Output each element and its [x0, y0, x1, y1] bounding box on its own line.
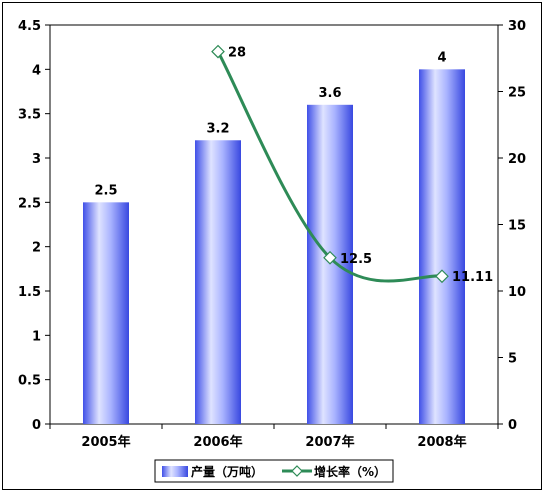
- right-tick-label: 20: [508, 152, 526, 167]
- right-tick-label: 15: [508, 219, 526, 234]
- legend-line-label: 增长率（%）: [314, 464, 386, 479]
- bar: [83, 202, 129, 424]
- line-marker: [435, 269, 449, 284]
- left-tick-label: 4.5: [18, 19, 41, 34]
- left-tick-label: 3: [32, 152, 41, 167]
- legend: 产量（万吨） 增长率（%）: [154, 459, 394, 483]
- left-tick-label: 0: [32, 418, 41, 433]
- axes: 0 0.5 1 1.5 2 2.5 3 3.5 4 4.5 0 5 10 15 20 25 30 2005年 200…: [18, 19, 526, 450]
- bar-data-label: 4: [437, 50, 446, 65]
- legend-box: [154, 459, 394, 483]
- line-data-label: 11.11: [452, 270, 493, 285]
- x-tick-label: 2006年: [193, 434, 242, 450]
- line-marker: [211, 44, 225, 59]
- left-tick-label: 4: [32, 63, 41, 78]
- right-tick-label: 10: [508, 285, 526, 300]
- bar-data-label: 3.6: [318, 86, 341, 101]
- right-tick-label: 25: [508, 86, 526, 101]
- x-tick-label: 2008年: [417, 434, 466, 450]
- bar-data-label: 3.2: [206, 121, 229, 136]
- growth-line: [216, 50, 443, 283]
- right-tick-label: 0: [508, 418, 517, 433]
- line-series: 28 12.5 11.11: [211, 44, 493, 285]
- left-tick-label: 3.5: [18, 108, 41, 123]
- x-tick-label: 2005年: [81, 434, 130, 450]
- line-data-label: 28: [228, 46, 246, 61]
- right-tick-label: 30: [508, 19, 526, 34]
- left-tick-label: 1: [32, 329, 41, 344]
- left-tick-label: 2.5: [18, 196, 41, 211]
- bar: [419, 69, 465, 424]
- right-tick-label: 5: [508, 352, 517, 367]
- line-data-label: 12.5: [340, 252, 372, 267]
- legend-bar-label: 产量（万吨）: [191, 464, 263, 479]
- legend-bar-swatch: [162, 466, 188, 477]
- bar: [195, 140, 241, 424]
- bar-data-label: 2.5: [94, 183, 117, 198]
- x-tick-label: 2007年: [305, 434, 354, 450]
- legend-line-marker: [291, 465, 303, 477]
- left-tick-label: 2: [32, 241, 41, 256]
- line-marker: [323, 250, 337, 265]
- left-tick-label: 0.5: [18, 374, 41, 389]
- bar-series: 2.5 3.2 3.6 4: [83, 50, 465, 425]
- left-tick-label: 1.5: [18, 285, 41, 300]
